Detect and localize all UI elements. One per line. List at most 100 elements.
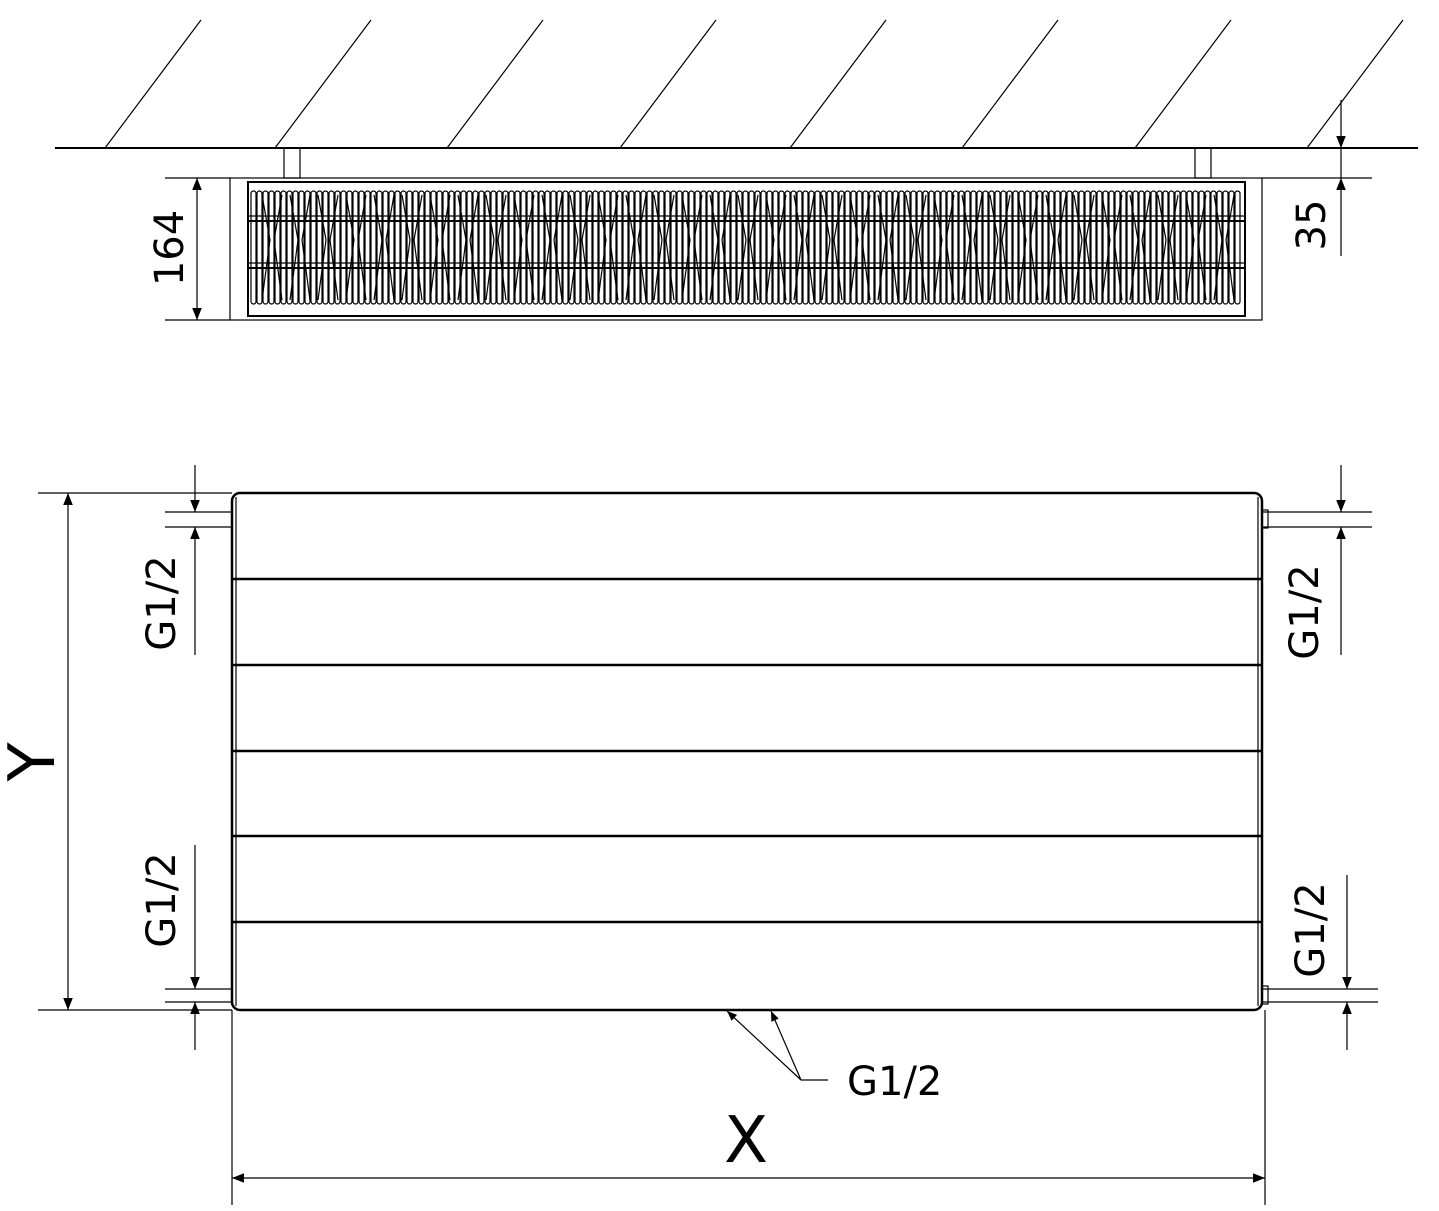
fin xyxy=(952,190,959,305)
fin-profile xyxy=(485,194,507,301)
fin xyxy=(796,190,803,305)
fin xyxy=(934,190,941,305)
fin xyxy=(922,190,929,305)
fin xyxy=(1168,190,1175,305)
fin xyxy=(484,190,491,305)
fin xyxy=(418,190,425,305)
fin xyxy=(280,190,287,305)
fin xyxy=(388,190,395,305)
fin xyxy=(520,190,527,305)
radiator-top-view xyxy=(229,177,1263,321)
fin xyxy=(1132,190,1139,305)
fin xyxy=(256,190,263,305)
fin xyxy=(928,190,935,305)
fin xyxy=(514,190,521,305)
fin xyxy=(490,190,497,305)
fin-profile xyxy=(1017,194,1039,301)
fin xyxy=(874,190,881,305)
fin xyxy=(850,190,857,305)
fin-profile xyxy=(1213,194,1235,301)
fin xyxy=(838,190,845,305)
fin-profile xyxy=(1045,194,1067,301)
fin xyxy=(508,190,515,305)
fin xyxy=(976,190,983,305)
fin xyxy=(286,190,293,305)
fin xyxy=(598,190,605,305)
fin xyxy=(964,190,971,305)
fin xyxy=(580,190,587,305)
dimension-depth: 164 xyxy=(147,177,230,321)
convector-fins xyxy=(250,190,1241,305)
hatch-line xyxy=(104,19,202,149)
fin-profile xyxy=(429,194,451,301)
fin-profile xyxy=(653,194,675,301)
connection-stub-right-top xyxy=(1261,509,1269,529)
fin xyxy=(1126,190,1133,305)
fin xyxy=(1054,190,1061,305)
fin xyxy=(382,190,389,305)
fin xyxy=(826,190,833,305)
fin xyxy=(310,190,317,305)
fin xyxy=(628,190,635,305)
fin-profile xyxy=(961,194,983,301)
fin xyxy=(460,190,467,305)
fin xyxy=(742,190,749,305)
hatch-line xyxy=(619,19,717,149)
fin xyxy=(472,190,479,305)
bottom-connection-label: G1/2 xyxy=(847,1059,942,1105)
fin xyxy=(430,190,437,305)
fin xyxy=(316,190,323,305)
fin-profile xyxy=(625,194,647,301)
fin xyxy=(1192,190,1199,305)
fin xyxy=(1150,190,1157,305)
fin xyxy=(538,190,545,305)
fin xyxy=(1186,190,1193,305)
fin xyxy=(1162,190,1169,305)
fin xyxy=(904,190,911,305)
fin xyxy=(334,190,341,305)
fin xyxy=(688,190,695,305)
fin xyxy=(724,190,731,305)
fin xyxy=(496,190,503,305)
fin xyxy=(604,190,611,305)
fin xyxy=(556,190,563,305)
fin xyxy=(532,190,539,305)
fin xyxy=(346,190,353,305)
fin xyxy=(988,190,995,305)
wall-hatching xyxy=(104,19,1404,149)
fin xyxy=(766,190,773,305)
fin xyxy=(760,190,767,305)
fin xyxy=(880,190,887,305)
fin xyxy=(1234,190,1241,305)
fin xyxy=(712,190,719,305)
fin xyxy=(568,190,575,305)
fin xyxy=(1222,190,1229,305)
fin xyxy=(994,190,1001,305)
fin-profile xyxy=(597,194,619,301)
fin xyxy=(544,190,551,305)
fin xyxy=(586,190,593,305)
fin xyxy=(700,190,707,305)
fin-profile xyxy=(457,194,479,301)
right-bottom-connection-label: G1/2 xyxy=(1288,882,1334,977)
hatch-line xyxy=(1306,19,1404,149)
fin-profile xyxy=(1101,194,1123,301)
radiator-outline-top xyxy=(229,177,1263,321)
fin xyxy=(736,190,743,305)
fin xyxy=(412,190,419,305)
height-label: Y xyxy=(0,742,70,783)
fin xyxy=(898,190,905,305)
fin xyxy=(1000,190,1007,305)
connection-stub-right-bottom xyxy=(1261,985,1269,1005)
fin xyxy=(406,190,413,305)
fin xyxy=(916,190,923,305)
fin xyxy=(718,190,725,305)
fin-profile xyxy=(765,194,787,301)
fin-profile xyxy=(513,194,535,301)
fin xyxy=(592,190,599,305)
fin xyxy=(772,190,779,305)
fin xyxy=(790,190,797,305)
fin xyxy=(856,190,863,305)
fin xyxy=(1144,190,1151,305)
fin xyxy=(1018,190,1025,305)
